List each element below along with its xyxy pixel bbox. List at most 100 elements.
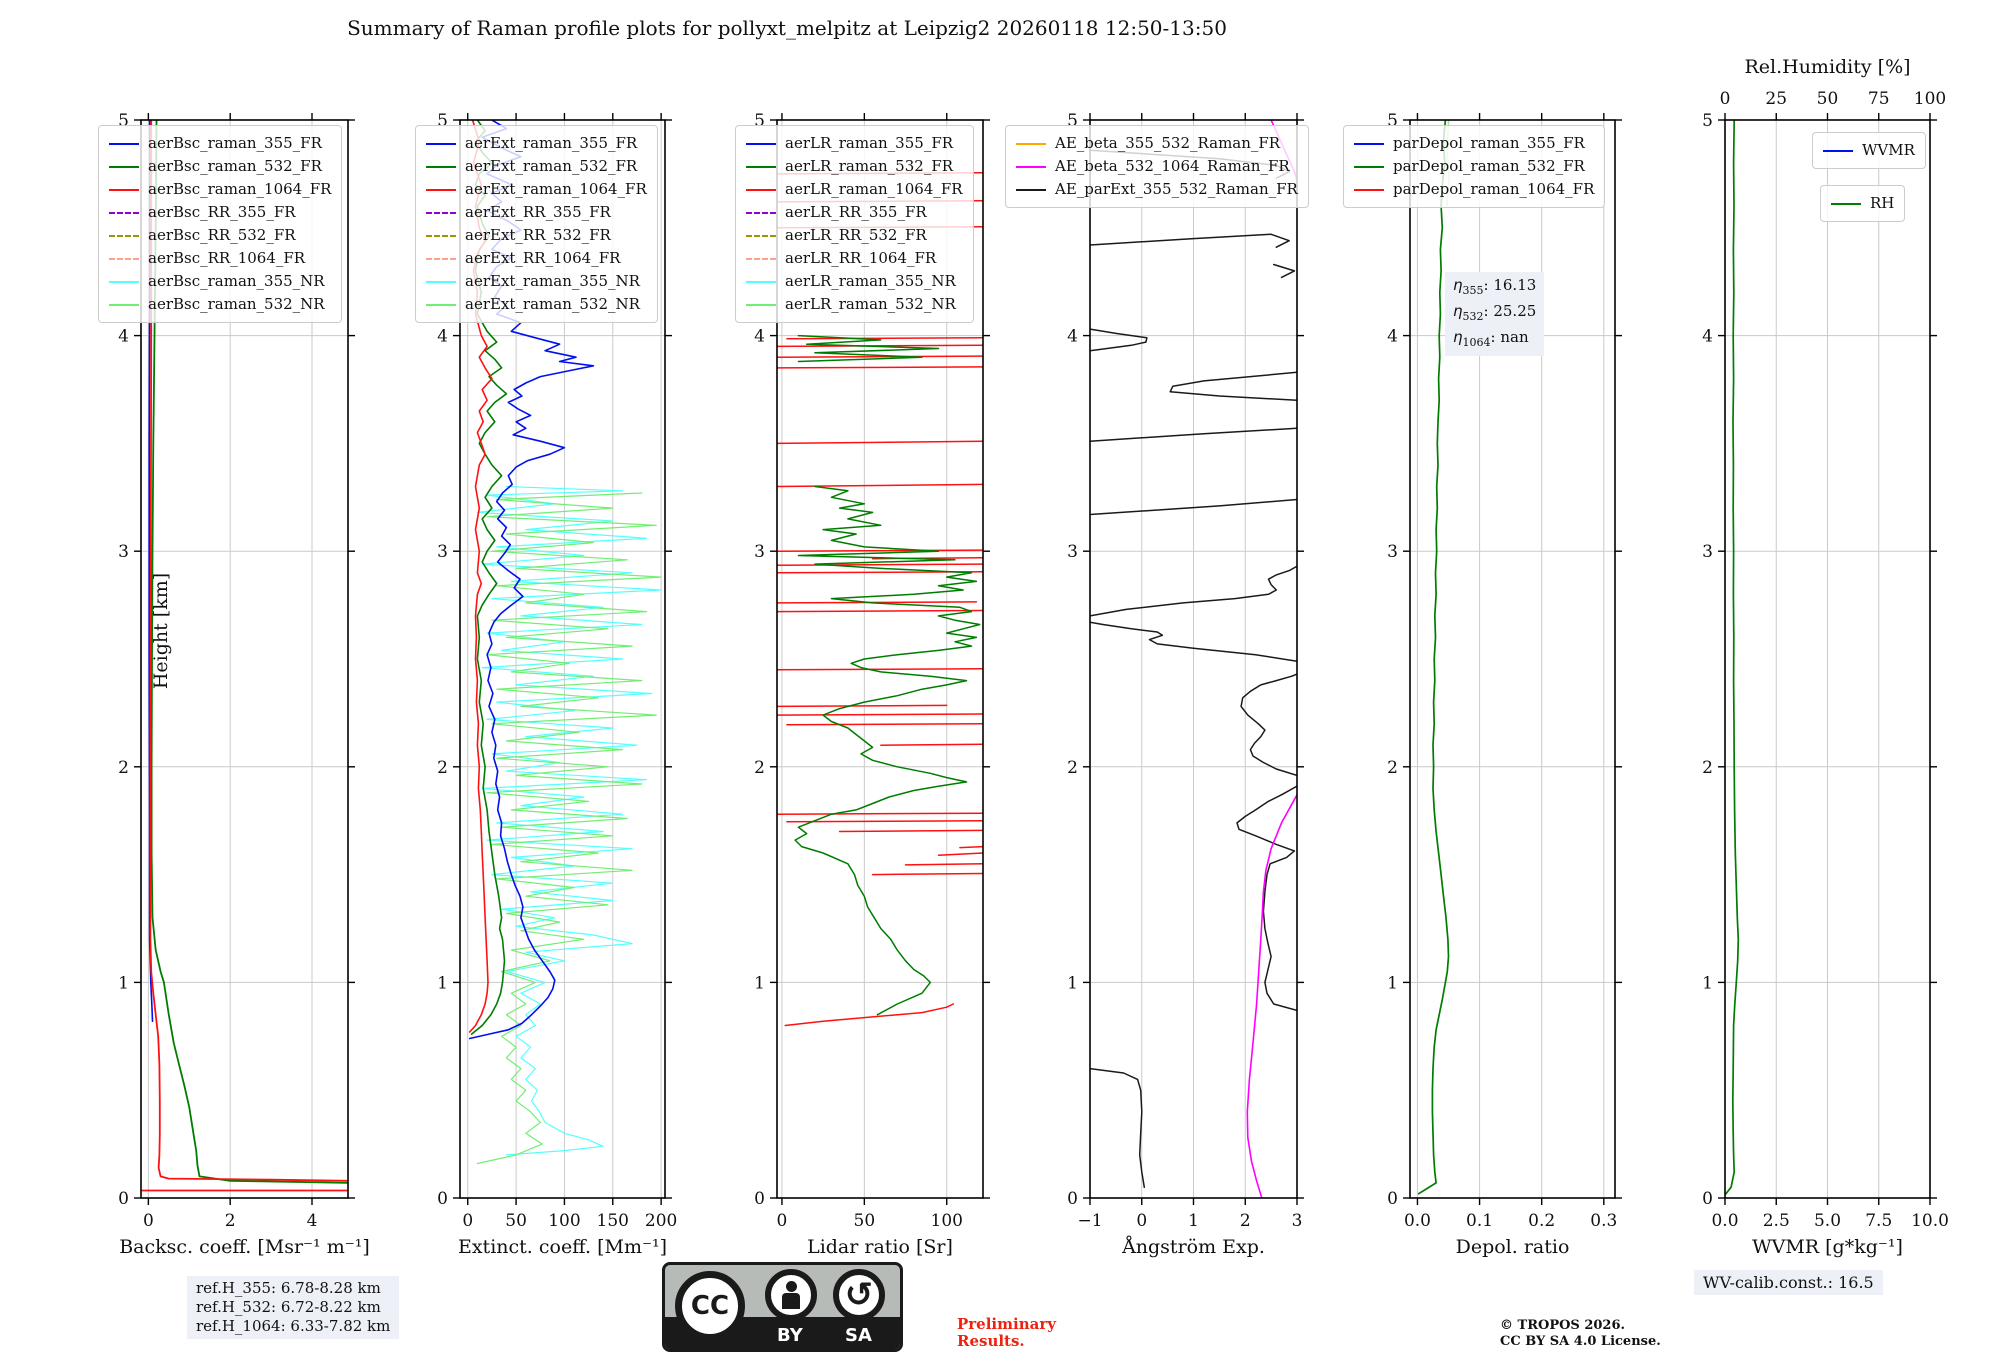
legend-label: aerLR_RR_532_FR: [785, 226, 927, 244]
y-tick-label: 0: [1067, 1189, 1078, 1209]
y-tick-label: 2: [1387, 758, 1398, 778]
legend-line-swatch: [109, 234, 139, 237]
cc-license-badge: CC ↺ BY SA: [662, 1262, 903, 1352]
y-tick-label: 3: [1702, 542, 1713, 562]
series-aerLR_raman_1064_FR: [777, 483, 983, 488]
legend-line-swatch: [746, 211, 776, 214]
legend-label: aerLR_raman_355_FR: [785, 134, 954, 152]
legend-label: aerExt_RR_355_FR: [465, 203, 611, 221]
x-tick-label: 100: [548, 1211, 580, 1231]
x-tick-label: 2: [1240, 1211, 1251, 1231]
plot-depol-canvas: 0.0 0.1 0.2 0.3 0 1 2 3 4 5: [1387, 111, 1622, 1231]
legend-label: aerBsc_raman_532_FR: [148, 157, 322, 175]
series-aerLR_raman_1064_FR: [777, 713, 983, 716]
x-tick-label: 50: [854, 1211, 876, 1231]
x-tick-label: 100: [931, 1211, 963, 1231]
cc-by-label: BY: [777, 1325, 803, 1346]
top-tick-label: 25: [1765, 89, 1787, 109]
series-group: [1725, 120, 1740, 1195]
legend-label: aerExt_RR_1064_FR: [465, 249, 621, 267]
reference-height-box: ref.H_355: 6.78-8.28 km ref.H_532: 6.72-…: [187, 1276, 400, 1339]
legend-label: parDepol_raman_355_FR: [1393, 134, 1585, 152]
legend-label: aerBsc_RR_1064_FR: [148, 249, 306, 267]
x-tick-label: 2.5: [1763, 1211, 1790, 1231]
legend-item: aerLR_RR_532_FR: [746, 224, 963, 247]
y-tick-label: 5: [1067, 111, 1078, 131]
ticks: 0 50 100 0 1 2 3 4 5: [754, 111, 990, 1231]
top-tick-label: 100: [1914, 89, 1946, 109]
legend-label: aerExt_raman_355_NR: [465, 272, 640, 290]
legend-line-swatch: [746, 280, 776, 283]
legend-item: aerBsc_RR_355_FR: [109, 201, 331, 224]
plot-backscatter-canvas: 0 2 4 0 1 2 3 4 5: [118, 111, 355, 1231]
legend-line-swatch: [109, 211, 139, 214]
x-tick-label: 10.0: [1911, 1211, 1949, 1231]
legend-line-swatch: [109, 165, 139, 168]
series-group: [141, 120, 348, 1192]
eta-line: η355: 16.13: [1453, 276, 1537, 297]
top-tick-label: 50: [1817, 89, 1839, 109]
legend-label: aerLR_raman_1064_FR: [785, 180, 963, 198]
legend-line-swatch: [1823, 149, 1853, 152]
y-tick-label: 2: [118, 758, 129, 778]
legend-label: parDepol_raman_532_FR: [1393, 157, 1585, 175]
x-tick-label: 0.2: [1528, 1211, 1555, 1231]
ticks: 0 2 4 0 1 2 3 4 5: [118, 111, 355, 1231]
x-tick-label: 0.0: [1711, 1211, 1738, 1231]
series-aerLR_raman_1064_FR: [786, 722, 983, 726]
series-AE_beta_532_1064_Raman_FR: [1246, 793, 1297, 1198]
y-tick-label: 3: [754, 542, 765, 562]
plot-spine: [140, 119, 349, 1199]
person-body-icon: [782, 1293, 800, 1309]
series-AE_parExt_355_532_Raman_FR: [1090, 565, 1297, 617]
series-AE_parExt_355_532_Raman_FR: [1090, 621, 1297, 662]
series-aerLR_raman_1064_FR: [838, 829, 983, 833]
y-tick-label: 1: [1702, 973, 1713, 993]
legend-item: parDepol_raman_355_FR: [1354, 132, 1594, 155]
y-tick-label: 4: [754, 327, 765, 347]
x-tick-label: 0: [143, 1211, 154, 1231]
series-aerExt_raman_355_NR: [476, 485, 662, 1156]
y-tick-label: 5: [437, 111, 448, 131]
y-tick-label: 4: [1067, 327, 1078, 347]
legend-line-swatch: [109, 303, 139, 306]
y-tick-label: 5: [754, 111, 765, 131]
x-axis-label-wvmr: WVMR [g*kg⁻¹]: [1752, 1236, 1903, 1258]
legend-lidar-ratio-0: aerLR_raman_355_FR aerLR_raman_532_FR aerL…: [735, 125, 974, 323]
y-tick-label: 5: [1387, 111, 1398, 131]
x-tick-label: 5.0: [1814, 1211, 1841, 1231]
legend-line-swatch: [426, 234, 456, 237]
legend-item: aerLR_raman_1064_FR: [746, 178, 963, 201]
gridlines: [1089, 119, 1298, 1199]
legend-item: aerLR_raman_355_FR: [746, 132, 963, 155]
share-alike-icon: ↺: [833, 1269, 885, 1321]
legend-label: aerExt_raman_355_FR: [465, 134, 638, 152]
series-parDepol_raman_532_FR: [1417, 120, 1450, 1195]
y-tick-label: 1: [754, 973, 765, 993]
legend-line-swatch: [426, 280, 456, 283]
x-tick-label: 1: [1188, 1211, 1199, 1231]
x-tick-label: 0.1: [1466, 1211, 1493, 1231]
y-tick-label: 4: [1387, 327, 1398, 347]
legend-item: aerExt_raman_532_FR: [426, 155, 647, 178]
series-aerLR_raman_1064_FR: [777, 812, 983, 815]
legend-item: parDepol_raman_1064_FR: [1354, 178, 1594, 201]
series-aerBsc_raman_532_FR: [150, 120, 348, 1184]
legend-label: aerLR_RR_1064_FR: [785, 249, 937, 267]
x-tick-label: 2: [225, 1211, 236, 1231]
x-tick-label: 0: [777, 1211, 788, 1231]
ticks: 0 50 100 150 200 0 1 2 3 4 5: [437, 111, 677, 1231]
legend-item: aerBsc_raman_355_FR: [109, 132, 331, 155]
series-AE_parExt_355_532_Raman_FR: [1236, 785, 1297, 1012]
y-tick-label: 2: [754, 758, 765, 778]
series-AE_parExt_355_532_Raman_FR: [1169, 371, 1297, 402]
legend-line-swatch: [1016, 165, 1046, 168]
legend-item: WVMR: [1823, 139, 1915, 162]
legend-line-swatch: [1354, 188, 1384, 191]
page-title: Summary of Raman profile plots for polly…: [347, 16, 1227, 40]
preliminary-line-2: Results.: [957, 1332, 1025, 1350]
x-axis-label-angstrom: Ångström Exp.: [1122, 1236, 1265, 1258]
person-head-icon: [785, 1281, 797, 1292]
